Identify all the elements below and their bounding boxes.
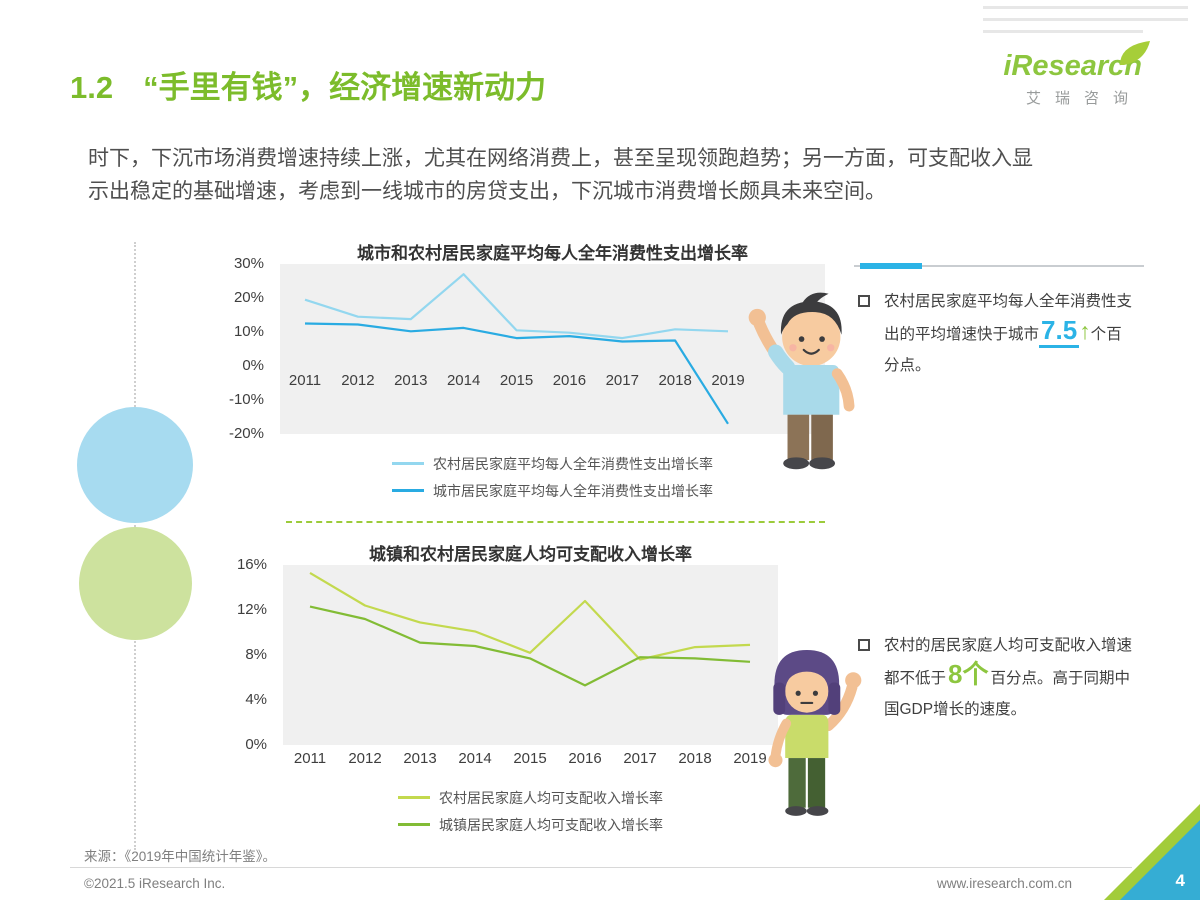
legend-line-urban-income [398,823,430,826]
website-url: www.iresearch.com.cn [936,876,1072,891]
legend-label: 农村居民家庭人均可支配收入增长率 [439,789,663,806]
annotation-text: 农村的居民家庭人均可支配收入增速都不低于8个 百分点。高于同期中国GDP增长的速度… [884,637,1133,718]
cartoon-girl-illustration [742,590,877,835]
logo-brand-text: iResearch [1003,50,1142,82]
intro-paragraph: 时下，下沉市场消费增速持续上涨，尤其在网络消费上，甚至呈现领跑趋势；另一方面，可… [88,143,1133,208]
highlight-value-7-5: 7.5 [1039,315,1080,348]
annotation-income: 农村的居民家庭人均可支配收入增速都不低于8个 百分点。高于同期中国GDP增长的速度… [852,614,1144,725]
chart1-y-axis: 30% 20% 10% 0% -10% -20% [228,255,264,442]
source-note: 来源：《2019年中国统计年鉴》。 [84,849,277,864]
chart2-title: 城镇和农村居民家庭人均可支配收入增长率 [369,545,692,564]
copyright-text: ©2021.5 iResearch Inc. [84,876,226,891]
deco-circle-blue [77,407,193,523]
legend-line-rural-consumption [392,462,424,465]
section-divider-dashed [286,521,825,523]
bullet-square-icon [858,295,870,307]
bullet-square-icon [858,639,870,651]
legend-line-urban-consumption [392,489,424,492]
cartoon-boy-illustration [740,238,875,483]
annotation-consumption: 农村居民家庭平均每人全年消费性支出的平均增速快于城市7.5↑个百分点。 [852,262,1144,381]
chart1-legend: 农村居民家庭平均每人全年消费性支出增长率 城市居民家庭平均每人全年消费性支出增长… [280,450,825,504]
logo-chinese-text: 艾瑞咨询 [1025,90,1142,107]
arrow-up-icon: ↑ [1079,318,1091,344]
chart2-x-axis: 2011 2012 2013 2014 2015 2016 2017 2018 2019 [293,750,767,767]
page-number: 4 [1175,871,1185,890]
accent-bar [860,263,922,269]
legend-item: 农村居民家庭人均可支配收入增长率 [283,784,778,811]
annotation-text: 农村居民家庭平均每人全年消费性支出的平均增速快于城市7.5↑个百分点。 [884,293,1133,374]
corner-deco-lines [983,6,1188,42]
chart2-y-axis: 16% 12% 8% 4% 0% [236,556,267,753]
page-title: 1.2 “手里有钱”，经济增速新动力 [70,62,546,107]
chart1-title: 城市和农村居民家庭平均每人全年消费性支出增长率 [357,244,748,263]
intro-line-2: 示出稳定的基础增速，考虑到一线城市的房贷支出，下沉城市消费增长颇具未来空间。 [88,179,886,203]
intro-line-1: 时下，下沉市场消费增速持续上涨，尤其在网络消费上，甚至呈现领跑趋势；另一方面，可… [88,147,1033,170]
iresearch-logo: iResearch 艾瑞咨询 [952,41,1150,108]
leaf-icon [1118,39,1152,72]
legend-label: 城镇居民家庭人均可支配收入增长率 [439,816,663,833]
chart1-x-axis: 2011 2012 2013 2014 2015 2016 2017 2018 2019 [288,372,745,389]
highlight-value-8: 8个 [948,659,989,689]
legend-item: 城市居民家庭平均每人全年消费性支出增长率 [280,477,825,504]
footer-divider [70,867,1132,868]
chart1-plot-area [280,264,825,434]
legend-item: 农村居民家庭平均每人全年消费性支出增长率 [280,450,825,477]
section-title: “手里有钱”，经济增速新动力 [143,70,547,105]
legend-line-rural-income [398,796,430,799]
annotation-rule [852,262,1144,270]
legend-item: 城镇居民家庭人均可支配收入增长率 [283,811,778,838]
deco-circle-green [79,527,192,640]
legend-label: 农村居民家庭平均每人全年消费性支出增长率 [433,455,713,472]
corner-triangle-blue [1120,820,1200,900]
chart2-plot-area [283,565,778,745]
legend-label: 城市居民家庭平均每人全年消费性支出增长率 [433,482,713,499]
section-number: 1.2 [70,70,114,105]
chart2-legend: 农村居民家庭人均可支配收入增长率 城镇居民家庭人均可支配收入增长率 [283,784,778,838]
